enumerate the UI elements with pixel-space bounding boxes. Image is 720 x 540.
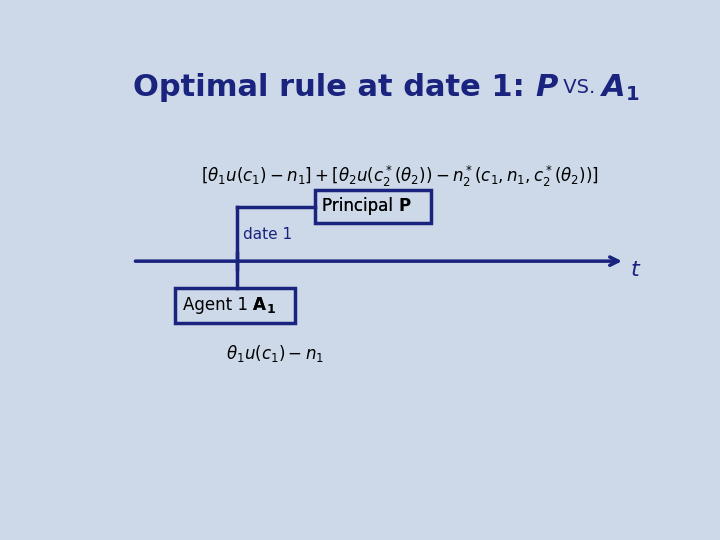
Text: Principal: Principal [323, 198, 399, 215]
Text: Optimal rule at date 1:: Optimal rule at date 1: [132, 73, 535, 103]
Text: $\theta_1 u(c_1) - n_1$: $\theta_1 u(c_1) - n_1$ [225, 343, 323, 364]
Text: A: A [253, 296, 266, 314]
Text: P: P [535, 73, 557, 103]
Text: P: P [399, 198, 410, 215]
Text: A: A [253, 296, 266, 314]
Text: VS.: VS. [557, 78, 602, 97]
Text: A: A [602, 73, 626, 103]
Bar [315, 190, 431, 222]
Text: Principal: Principal [323, 198, 399, 215]
Text: 1: 1 [266, 303, 275, 316]
Bar [175, 288, 295, 323]
Text: t: t [631, 260, 639, 280]
Text: date 1: date 1 [243, 227, 292, 242]
Text: 1: 1 [626, 85, 639, 104]
Text: $[\theta_1 u(c_1) - n_1] + [\theta_2 u(c_2^*(\theta_2)) - n_2^*(c_1, n_1, c_2^*(: $[\theta_1 u(c_1) - n_1] + [\theta_2 u(c… [201, 164, 599, 189]
Text: Agent 1: Agent 1 [183, 296, 253, 314]
